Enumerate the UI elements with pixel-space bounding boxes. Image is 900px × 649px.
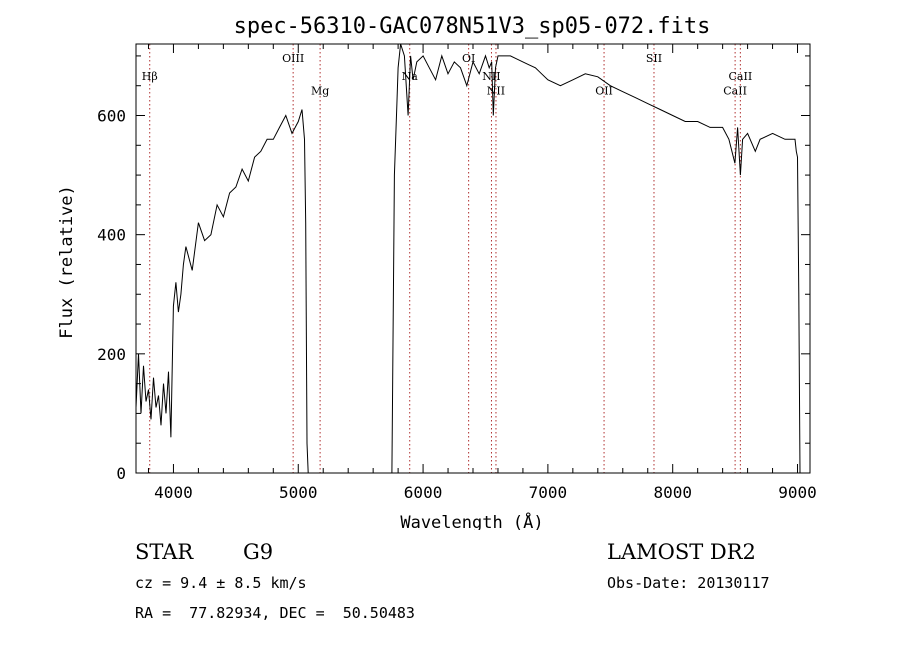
x-tick-label-5000: 5000 (279, 483, 318, 502)
x-axis-ticks: 4000 5000 6000 7000 8000 9000 (147, 44, 817, 502)
x-tick-label-8000: 8000 (653, 483, 692, 502)
x-axis-label: Wavelength (Å) (400, 511, 543, 530)
x-tick-label-9000: 9000 (778, 483, 817, 502)
y-axis-ticks: 0 200 400 600 (97, 55, 810, 483)
line-label-8: SII (646, 52, 662, 65)
line-label-6: NII (487, 85, 505, 98)
line-label-4: OI (462, 52, 475, 65)
line-label-7: OII (595, 85, 613, 98)
coordinates: RA = 77.82934, DEC = 50.50483 (135, 604, 415, 622)
x-tick-label-6000: 6000 (404, 483, 443, 502)
line-label-1: OIII (282, 52, 304, 65)
x-tick-label-7000: 7000 (529, 483, 568, 502)
line-label-5: NII (482, 70, 500, 83)
emission-lines (149, 44, 741, 473)
line-label-0: Hβ (142, 70, 158, 83)
object-subclass: G9 (243, 540, 274, 564)
line-label-2: Mg (311, 85, 329, 98)
x-tick-label-4000: 4000 (154, 483, 193, 502)
redshift-value: cz = 9.4 ± 8.5 km/s (135, 574, 307, 592)
survey-name: LAMOST DR2 (607, 540, 756, 564)
y-tick-label-200: 200 (97, 345, 126, 364)
chart-title: spec-56310-GAC078N51V3_sp05-072.fits (234, 14, 711, 39)
line-label-10: CaII (729, 70, 753, 83)
y-tick-label-600: 600 (97, 107, 126, 126)
y-tick-label-400: 400 (97, 226, 126, 245)
spectrum-chart: spec-56310-GAC078N51V3_sp05-072.fits Hβ O… (57, 14, 817, 530)
spectrum-line (135, 43, 801, 474)
plot-frame (135, 43, 811, 474)
line-label-9: CaII (723, 85, 747, 98)
observation-date: Obs-Date: 20130117 (607, 574, 770, 592)
y-tick-label-0: 0 (116, 464, 126, 483)
y-axis-label: Flux (relative) (57, 185, 77, 339)
object-type: STAR (135, 540, 194, 564)
